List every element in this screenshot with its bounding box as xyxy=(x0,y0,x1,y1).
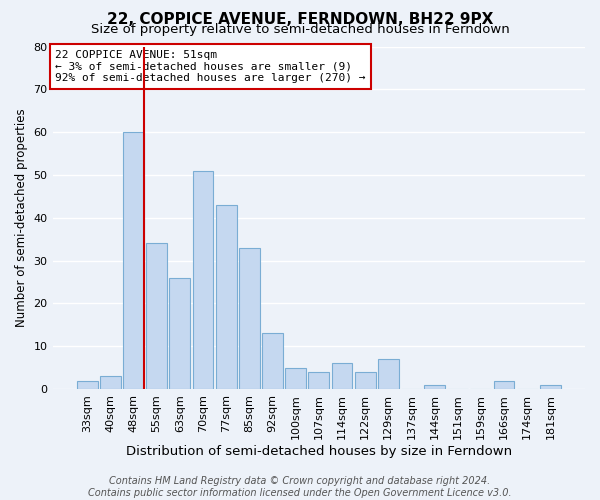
Bar xyxy=(355,372,376,389)
Text: Contains HM Land Registry data © Crown copyright and database right 2024.
Contai: Contains HM Land Registry data © Crown c… xyxy=(88,476,512,498)
Bar xyxy=(262,334,283,389)
Bar xyxy=(332,364,352,389)
Text: 22, COPPICE AVENUE, FERNDOWN, BH22 9PX: 22, COPPICE AVENUE, FERNDOWN, BH22 9PX xyxy=(107,12,493,28)
Bar xyxy=(378,359,398,389)
Bar xyxy=(146,244,167,389)
Bar xyxy=(193,170,214,389)
Text: 22 COPPICE AVENUE: 51sqm
← 3% of semi-detached houses are smaller (9)
92% of sem: 22 COPPICE AVENUE: 51sqm ← 3% of semi-de… xyxy=(55,50,366,83)
Bar xyxy=(77,380,98,389)
Bar xyxy=(308,372,329,389)
Text: Size of property relative to semi-detached houses in Ferndown: Size of property relative to semi-detach… xyxy=(91,22,509,36)
X-axis label: Distribution of semi-detached houses by size in Ferndown: Distribution of semi-detached houses by … xyxy=(126,444,512,458)
Y-axis label: Number of semi-detached properties: Number of semi-detached properties xyxy=(15,108,28,327)
Bar xyxy=(424,385,445,389)
Bar xyxy=(169,278,190,389)
Bar xyxy=(285,368,306,389)
Bar xyxy=(216,205,236,389)
Bar xyxy=(239,248,260,389)
Bar xyxy=(494,380,514,389)
Bar xyxy=(123,132,144,389)
Bar xyxy=(100,376,121,389)
Bar xyxy=(540,385,561,389)
